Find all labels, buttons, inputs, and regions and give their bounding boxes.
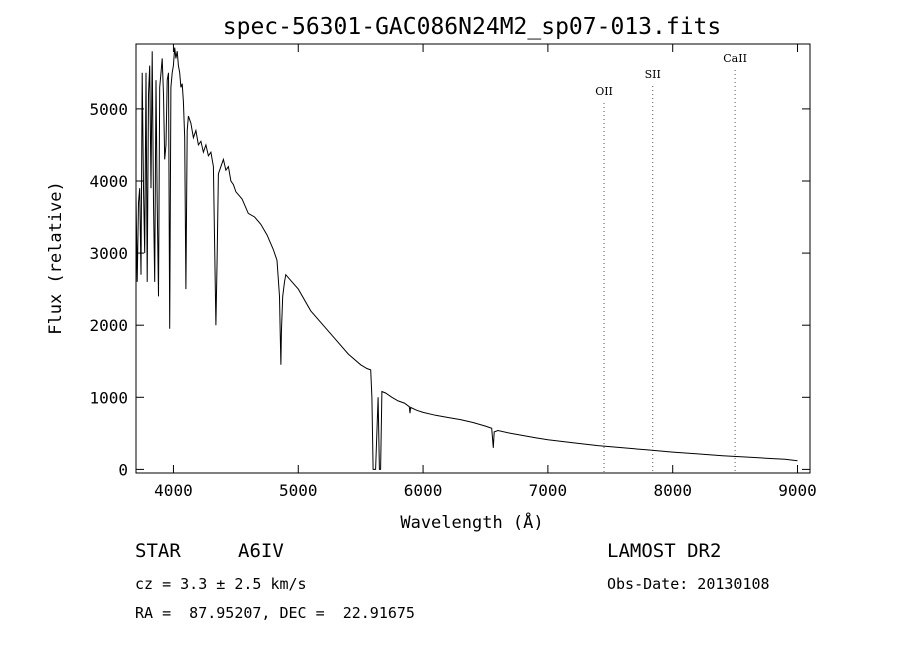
plot-frame — [135, 43, 811, 474]
spectral-subclass: A6IV — [238, 540, 284, 562]
x-tick-label: 7000 — [529, 481, 568, 500]
x-tick-label: 5000 — [279, 481, 318, 500]
y-axis-label: Flux (relative) — [46, 181, 66, 335]
axis-ticks: 4000 5000 6000 7000 8000 9000 0 1000 2000 3000 400… — [89, 44, 817, 500]
y-tick-label: 0 — [118, 460, 128, 479]
y-tick-label: 5000 — [89, 100, 128, 119]
annotation-label: SII — [645, 68, 661, 81]
annotation-label: OII — [595, 85, 613, 98]
annotation-label: CaII — [723, 52, 747, 65]
object-type: STAR — [135, 540, 181, 562]
x-tick-label: 4000 — [154, 481, 193, 500]
y-tick-label: 3000 — [89, 244, 128, 263]
y-tick-label: 1000 — [89, 388, 128, 407]
spectrum-line — [135, 47, 798, 470]
x-tick-label: 8000 — [653, 481, 692, 500]
x-tick-label: 9000 — [778, 481, 817, 500]
y-tick-label: 2000 — [89, 316, 128, 335]
coordinates: RA = 87.95207, DEC = 22.91675 — [135, 604, 415, 622]
chart-title: spec-56301-GAC086N24M2_sp07-013.fits — [223, 14, 722, 40]
x-axis-label: Wavelength (Å) — [400, 511, 543, 533]
line-annotations: OII SII CaII — [595, 52, 747, 473]
y-tick-label: 4000 — [89, 172, 128, 191]
survey-name: LAMOST DR2 — [607, 540, 722, 562]
x-tick-label: 6000 — [404, 481, 443, 500]
observation-date: Obs-Date: 20130108 — [607, 575, 770, 593]
redshift-cz: cz = 3.3 ± 2.5 km/s — [135, 575, 307, 593]
